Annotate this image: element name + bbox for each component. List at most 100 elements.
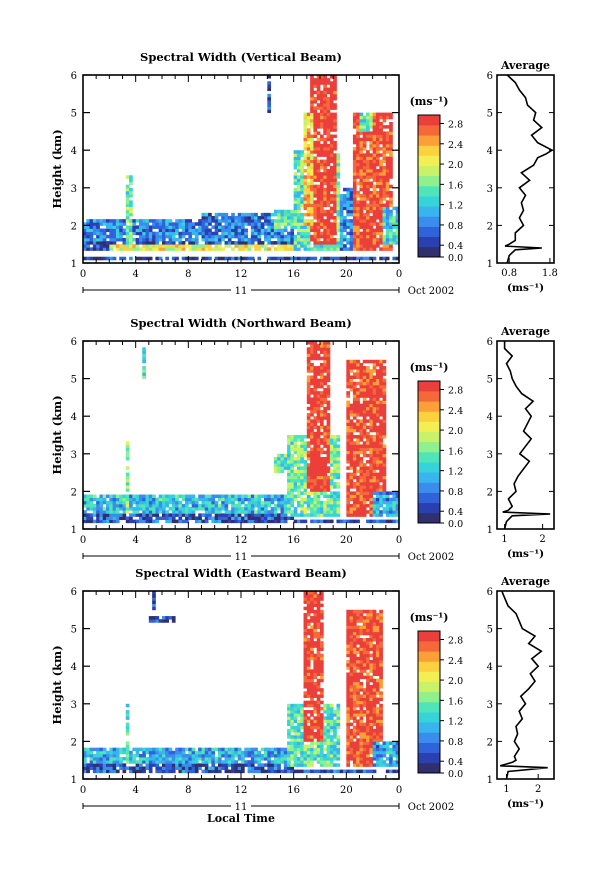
heatmap-cell (395, 497, 400, 502)
heatmap-cell (352, 122, 357, 126)
heatmap-cell (352, 150, 357, 154)
heatmap-cell (336, 206, 341, 211)
heatmap-cell (346, 507, 351, 511)
heatmap-cell (310, 228, 314, 233)
heatmap-cell (155, 503, 160, 508)
heatmap-cell (296, 178, 301, 182)
heatmap-cell (372, 438, 377, 442)
heatmap-cell (392, 497, 397, 502)
heatmap-cell (326, 378, 331, 383)
chart-panel: Spectral Width (Vertical Beam)123456Heig… (50, 50, 558, 297)
heatmap-cell (369, 165, 374, 170)
heatmap-cell (125, 482, 130, 486)
heatmap-cell (96, 507, 100, 511)
heatmap-cell (115, 760, 120, 764)
heatmap-cell (372, 444, 377, 448)
heatmap-cell (316, 428, 321, 433)
heatmap-cell (379, 184, 383, 189)
heatmap-cell (237, 519, 242, 524)
heatmap-cell (352, 747, 357, 752)
heatmap-cell (303, 200, 308, 204)
heatmap-cell (316, 688, 321, 692)
heatmap-cell (267, 84, 272, 88)
heatmap-cell (129, 507, 133, 511)
heatmap-cell (201, 760, 206, 764)
heatmap-cell (313, 503, 318, 508)
heatmap-cell (326, 738, 331, 742)
heatmap-cell (313, 397, 318, 401)
heatmap-cell (313, 244, 318, 248)
heatmap-cell (356, 375, 360, 379)
heatmap-cell (125, 722, 130, 727)
heatmap-cell (320, 738, 324, 742)
heatmap-cell (320, 644, 324, 648)
heatmap-cell (293, 716, 298, 720)
heatmap-cell (306, 659, 311, 664)
heatmap-cell (122, 510, 127, 514)
heatmap-cell (277, 237, 281, 242)
heatmap-cell (109, 494, 114, 499)
heatmap-cell (162, 228, 166, 233)
heatmap-cell (83, 231, 87, 236)
heatmap-cell (329, 115, 334, 120)
heatmap-cell (247, 219, 252, 223)
heatmap-cell (379, 247, 383, 251)
heatmap-cell (303, 140, 308, 145)
heatmap-cell (267, 93, 272, 98)
heatmap-cell (372, 422, 377, 426)
heatmap-cell (385, 212, 390, 217)
heatmap-cell (310, 431, 314, 436)
x-tick-label: 12 (235, 535, 248, 546)
heatmap-cell (306, 453, 311, 458)
heatmap-cell (326, 757, 331, 761)
heatmap-cell (375, 413, 380, 417)
x-tick-label: 0 (80, 269, 86, 280)
heatmap-cell (83, 228, 87, 233)
heatmap-cell (323, 763, 327, 767)
heatmap-cell (375, 231, 380, 236)
heatmap-cell (326, 460, 331, 464)
heatmap-cell (287, 212, 291, 217)
heatmap-cell (326, 428, 331, 433)
heatmap-cell (316, 450, 321, 455)
heatmap-cell (349, 219, 354, 223)
heatmap-cell (323, 450, 327, 455)
heatmap-cell (231, 222, 235, 226)
heatmap-cell (96, 750, 100, 755)
date-label: Oct 2002 (408, 552, 454, 563)
heatmap-cell (389, 134, 393, 139)
heatmap-cell (296, 757, 301, 761)
heatmap-cell (316, 741, 321, 745)
heatmap-cell (191, 222, 196, 226)
heatmap-cell (379, 147, 383, 151)
heatmap-cell (375, 425, 380, 430)
heatmap-cell (375, 428, 380, 433)
heatmap-cell (320, 491, 324, 495)
heatmap-cell (313, 216, 318, 220)
heatmap-cell (316, 644, 321, 648)
heatmap-cell (283, 466, 288, 470)
heatmap-cell (208, 222, 212, 226)
heatmap-cell (323, 84, 327, 88)
heatmap-cell (369, 125, 374, 129)
heatmap-cell (339, 234, 344, 239)
heatmap-cell (99, 760, 104, 764)
heatmap-cell (379, 472, 383, 477)
heatmap-cell (231, 753, 235, 758)
heatmap-cell (119, 516, 123, 520)
heatmap-cell (320, 694, 324, 698)
heatmap-cell (389, 143, 393, 148)
heatmap-cell (201, 225, 206, 229)
heatmap-cell (382, 425, 387, 430)
heatmap-cell (323, 106, 327, 110)
heatmap-cell (287, 460, 291, 464)
heatmap-cell (142, 769, 146, 774)
heatmap-cell (300, 469, 304, 473)
heatmap-cell (280, 750, 285, 755)
heatmap-cell (346, 719, 351, 723)
heatmap-cell (326, 719, 331, 723)
heatmap-cell (247, 753, 252, 758)
heatmap-cell (379, 162, 383, 167)
heatmap-cell (244, 247, 248, 251)
heatmap-cell (287, 494, 291, 499)
